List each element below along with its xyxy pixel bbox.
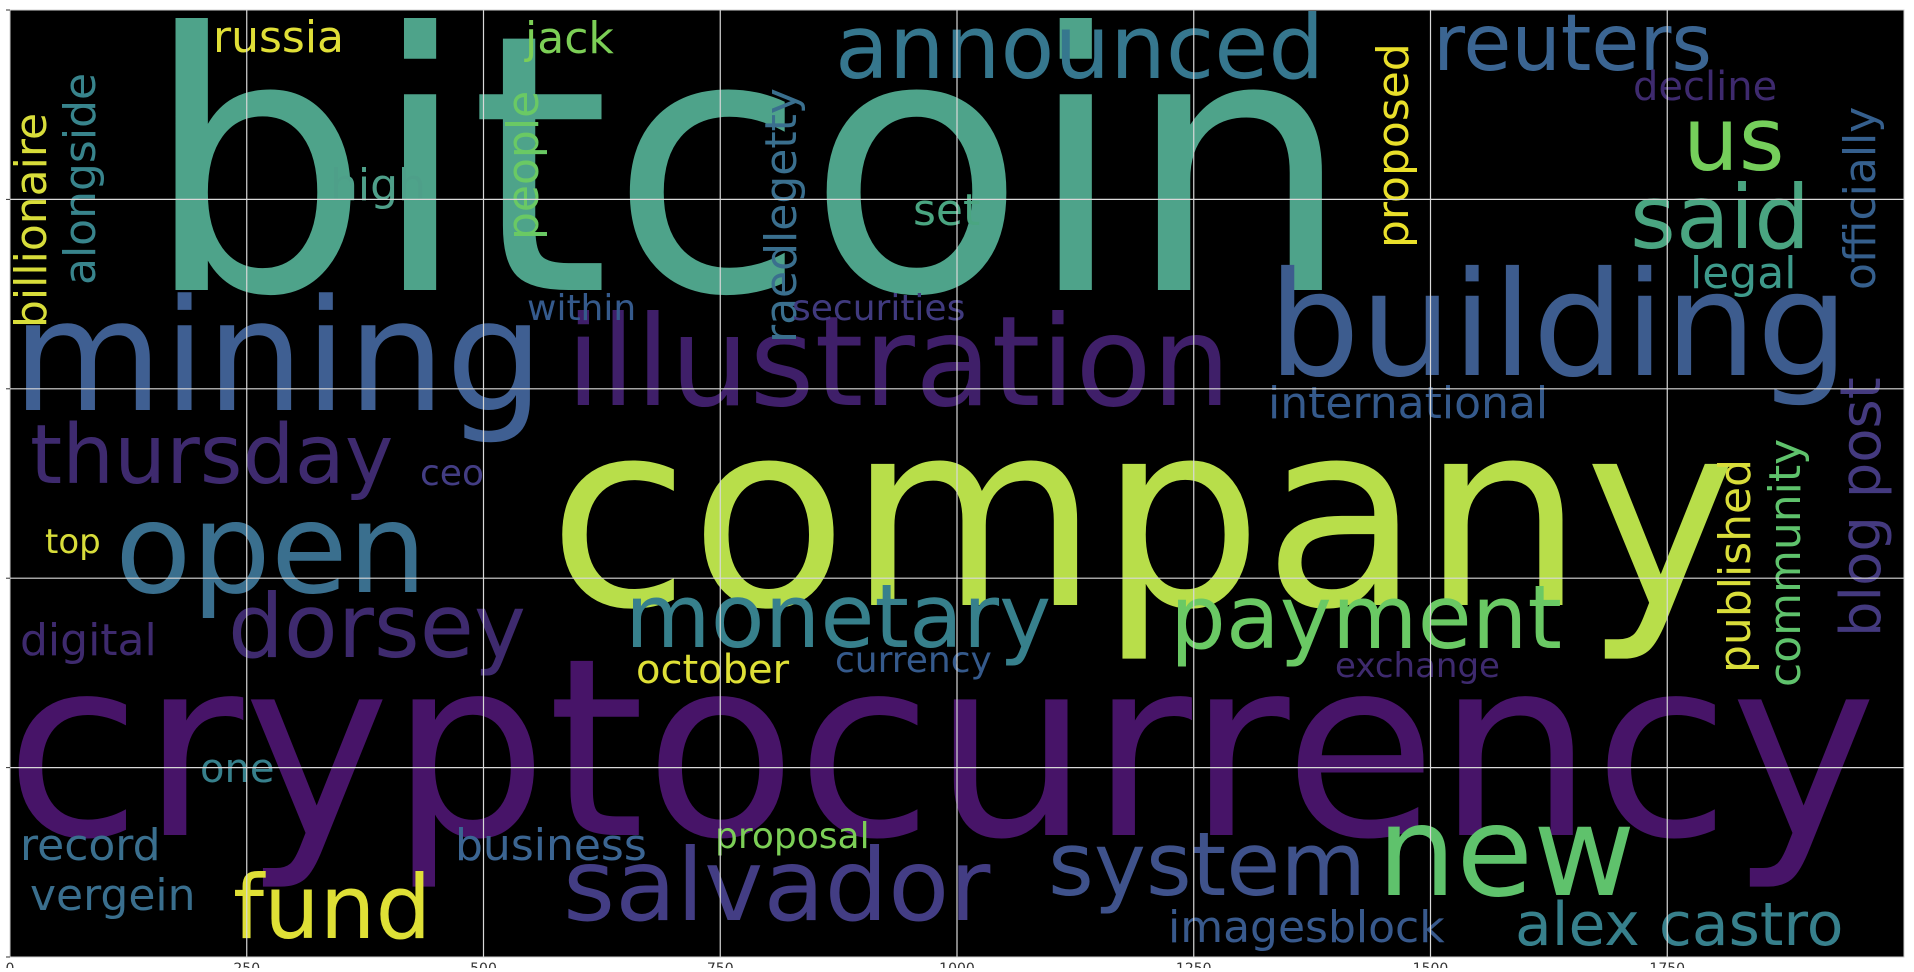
x-tick-label: 1000	[939, 961, 975, 968]
word-thursday: thursday	[30, 408, 393, 503]
x-tick-label: 250	[233, 961, 260, 968]
word-exchange: exchange	[1335, 646, 1500, 686]
word-published: published	[1710, 459, 1761, 673]
word-vergein: vergein	[30, 870, 196, 921]
word-mining: mining	[12, 266, 544, 447]
word-fund: fund	[233, 856, 431, 959]
word-jack: jack	[524, 13, 614, 64]
word-set: set	[913, 185, 980, 236]
word-october: october	[636, 647, 790, 693]
word-people: people	[498, 91, 549, 240]
ticks-layer: 0 250 500 750 1000 1250 1500 1750	[6, 9, 1685, 972]
word-said: said	[1630, 166, 1810, 269]
word-billionaire: billionaire	[6, 113, 57, 328]
word-cryptocurrency: cryptocurrency	[5, 606, 1877, 894]
word-high: high	[330, 160, 426, 211]
word-alex-castro: alex castro	[1515, 890, 1843, 960]
word-russia: russia	[213, 12, 344, 63]
word-building: building	[1268, 241, 1849, 410]
word-illustration: illustration	[566, 290, 1231, 435]
word-proposed: proposed	[1368, 43, 1419, 248]
word-blog-post: blog post	[1829, 377, 1894, 637]
word-us: us	[1683, 88, 1785, 191]
x-tick-label: 1500	[1413, 961, 1449, 968]
word-officially: officially	[1835, 107, 1886, 290]
word-payment: payment	[1170, 566, 1562, 669]
word-monetary: monetary	[625, 565, 1051, 668]
word-currency: currency	[835, 640, 992, 681]
x-tick-label: 500	[470, 961, 497, 968]
word-new: new	[1377, 780, 1635, 925]
word-company: company	[548, 366, 1737, 666]
word-top: top	[45, 522, 101, 562]
word-securities: securities	[792, 288, 965, 329]
x-tick-label: 750	[707, 961, 734, 968]
plot-border	[9, 9, 1905, 958]
word-announced: announced	[835, 0, 1324, 99]
word-within: within	[527, 288, 636, 329]
word-ceo: ceo	[420, 453, 484, 494]
word-raedlegetty: raedlegetty	[756, 88, 807, 343]
word-business: business	[455, 820, 647, 871]
word-system: system	[1048, 813, 1366, 916]
word-alongside: alongside	[55, 73, 106, 285]
grid-layer	[10, 10, 1904, 957]
x-tick-label: 1750	[1649, 961, 1685, 968]
word-open: open	[115, 477, 427, 622]
x-tick-label: 0	[6, 961, 15, 968]
word-salvador: salvador	[563, 827, 991, 944]
word-decline: decline	[1633, 64, 1777, 110]
word-imagesblock: imagesblock	[1168, 902, 1445, 953]
word-reuters: reuters	[1433, 0, 1712, 89]
word-international: international	[1268, 378, 1548, 429]
word-legal: legal	[1690, 248, 1796, 299]
word-proposal: proposal	[715, 816, 870, 857]
word-community: community	[1760, 439, 1811, 687]
word-one: one	[200, 746, 274, 792]
word-bitcoin: bitcoin	[143, 0, 1352, 375]
x-tick-label: 1250	[1176, 961, 1212, 968]
word-record: record	[20, 820, 161, 871]
word-digital: digital	[20, 615, 157, 666]
word-dorsey: dorsey	[228, 575, 526, 678]
